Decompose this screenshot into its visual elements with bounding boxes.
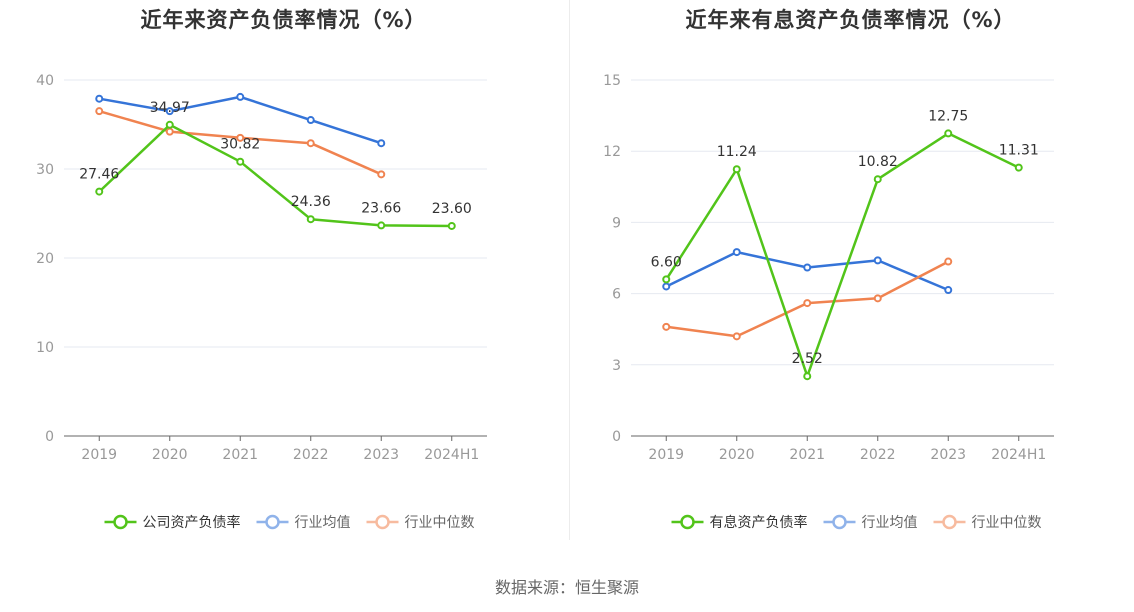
- chart-title-right: 近年来有息资产负债率情况（%）: [685, 8, 1016, 32]
- data-point: [95, 187, 104, 196]
- data-point: [95, 94, 104, 103]
- legend-swatch-marker: [832, 514, 847, 530]
- data-point: [165, 120, 174, 129]
- legend-swatch-marker: [942, 514, 957, 530]
- y-tick-label: 40: [36, 73, 54, 89]
- chart-plot-right: 0 3 6 9 12 15 2019 2020 2021 2022 2023 2024H1 6.60 11…: [603, 73, 1054, 531]
- data-point: [165, 107, 174, 116]
- data-label: 2.52: [792, 351, 823, 367]
- series-line: [665, 132, 1020, 378]
- data-point: [803, 372, 812, 381]
- legend-label: 行业中位数: [972, 515, 1042, 531]
- y-tick-label: 15: [603, 73, 621, 89]
- data-label: 10.82: [858, 154, 898, 170]
- legend-label: 行业均值: [862, 515, 918, 531]
- y-tick-label: 0: [45, 429, 54, 445]
- data-point: [944, 129, 953, 138]
- data-point: [732, 248, 741, 257]
- chart-plot-left: 0 10 20 30 40 2019 2020 2021 2022 2023 2024H1 27.46…: [36, 73, 487, 531]
- x-tick-label: 2020: [719, 447, 755, 463]
- y-tick-label: 30: [36, 162, 54, 178]
- x-tick-label: 2024H1: [991, 447, 1046, 463]
- legend-swatch-marker: [375, 514, 390, 530]
- data-point: [944, 257, 953, 266]
- data-point: [944, 286, 953, 295]
- legend-item: 公司资产负债率: [104, 514, 241, 531]
- data-label: 30.82: [220, 137, 260, 153]
- x-tick-label: 2022: [293, 447, 329, 463]
- data-point: [873, 256, 882, 265]
- x-tick-label: 2023: [930, 447, 966, 463]
- x-tick-label: 2019: [81, 447, 117, 463]
- data-label: 34.97: [150, 100, 190, 116]
- data-point: [236, 133, 245, 142]
- y-tick-label: 0: [612, 429, 621, 445]
- legend-label: 公司资产负债率: [143, 514, 241, 531]
- x-tick-label: 2021: [789, 447, 825, 463]
- data-point: [447, 221, 456, 230]
- y-tick-label: 9: [612, 215, 621, 231]
- legend-item: 行业中位数: [366, 514, 475, 531]
- legend-item: 行业中位数: [933, 514, 1042, 531]
- series-line: [98, 123, 452, 228]
- data-point: [306, 215, 315, 224]
- data-point: [732, 165, 741, 174]
- panel-divider: [569, 0, 570, 540]
- legend-label: 行业中位数: [405, 515, 475, 531]
- chart-title-left: 近年来资产负债率情况（%）: [140, 8, 427, 32]
- data-point: [662, 275, 671, 284]
- data-point: [377, 221, 386, 230]
- x-tick-label: 2021: [222, 447, 258, 463]
- data-source: 数据来源：恒生聚源: [494, 578, 639, 597]
- data-point: [1014, 163, 1023, 172]
- data-label: 23.60: [432, 201, 472, 217]
- data-point: [873, 175, 882, 184]
- data-point: [803, 263, 812, 272]
- legend-swatch-marker: [113, 514, 128, 530]
- chart-left: 近年来资产负债率情况（%） 0 10 20 30 40 2019 2020 2021 2022 2…: [0, 0, 567, 560]
- data-point: [873, 294, 882, 303]
- legend-swatch-marker: [680, 514, 695, 530]
- data-label: 11.31: [999, 143, 1039, 159]
- data-point: [662, 322, 671, 331]
- data-label: 6.60: [651, 254, 682, 270]
- data-point: [662, 282, 671, 291]
- data-point: [377, 170, 386, 179]
- data-point: [732, 332, 741, 341]
- data-point: [236, 157, 245, 166]
- data-label: 24.36: [291, 194, 331, 210]
- legend-label: 行业均值: [295, 515, 351, 531]
- data-label: 27.46: [79, 167, 119, 183]
- data-point: [95, 107, 104, 116]
- legend-item: 行业均值: [823, 514, 918, 531]
- data-label: 11.24: [717, 144, 757, 160]
- data-point: [306, 139, 315, 148]
- data-point: [377, 139, 386, 148]
- legend-label: 有息资产负债率: [710, 514, 808, 531]
- y-tick-label: 10: [36, 340, 54, 356]
- data-point: [306, 116, 315, 125]
- data-point: [165, 127, 174, 136]
- x-tick-label: 2020: [152, 447, 188, 463]
- data-point: [803, 299, 812, 308]
- chart-right: 近年来有息资产负债率情况（%） 0 3 6 9 12 15 2019 2020 2021 2022…: [567, 0, 1134, 560]
- y-tick-label: 12: [603, 144, 621, 160]
- y-tick-label: 3: [612, 358, 621, 374]
- x-tick-label: 2024H1: [424, 447, 479, 463]
- legend-item: 有息资产负债率: [671, 514, 808, 531]
- legend-swatch-marker: [265, 514, 280, 530]
- legend-item: 行业均值: [256, 514, 351, 531]
- y-tick-label: 20: [36, 251, 54, 267]
- x-tick-label: 2022: [860, 447, 896, 463]
- data-label: 23.66: [361, 200, 401, 216]
- y-tick-label: 6: [612, 287, 621, 303]
- x-tick-label: 2019: [648, 447, 684, 463]
- data-point: [236, 92, 245, 101]
- x-tick-label: 2023: [363, 447, 399, 463]
- data-label: 12.75: [928, 108, 968, 124]
